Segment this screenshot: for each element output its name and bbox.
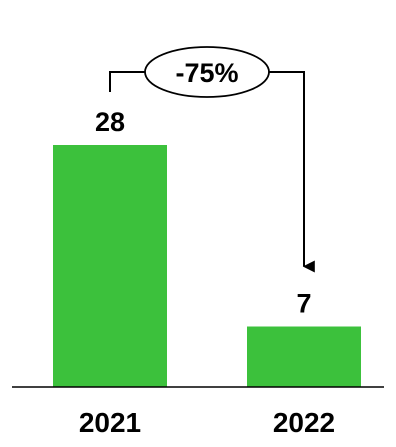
category-labels-group: 2021 2022 (79, 407, 335, 438)
bar-2022 (247, 326, 361, 387)
category-label-2021: 2021 (79, 407, 141, 438)
value-label-2021: 28 (95, 107, 125, 137)
change-callout: -75% (109, 46, 315, 273)
bars-group (53, 145, 361, 387)
bar-2021 (53, 145, 167, 387)
value-label-2022: 7 (296, 289, 311, 319)
category-label-2022: 2022 (273, 407, 335, 438)
value-labels-group: 28 7 (95, 107, 312, 319)
change-callout-text: -75% (175, 58, 238, 88)
change-callout-ellipse (144, 46, 270, 98)
